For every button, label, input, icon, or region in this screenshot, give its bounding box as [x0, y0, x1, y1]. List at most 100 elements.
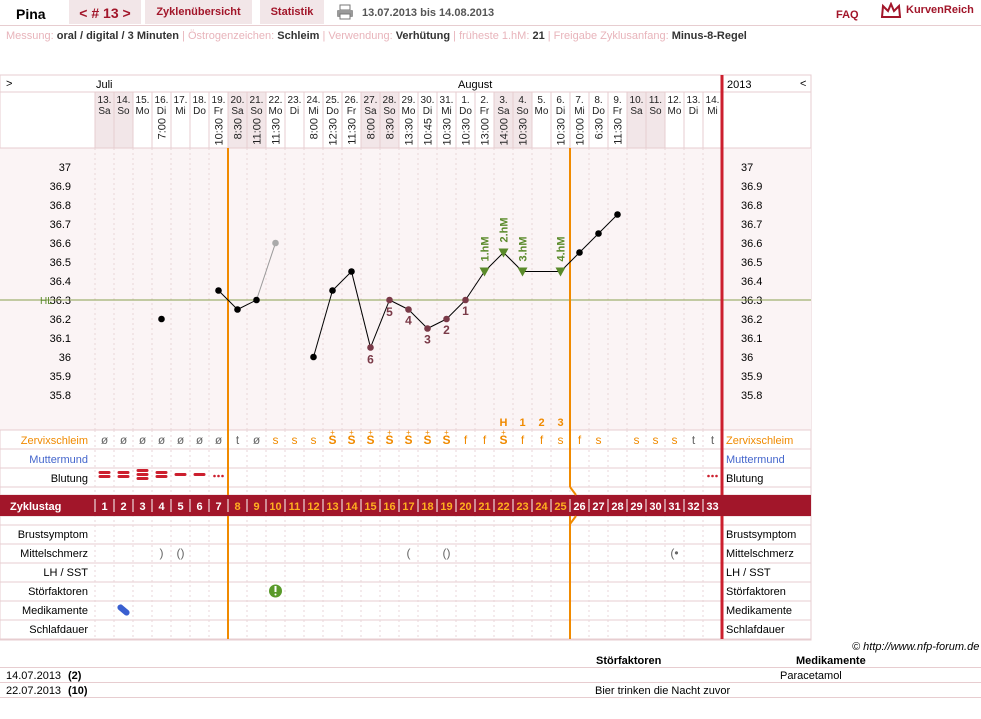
- mucus-symbol: t: [236, 433, 240, 447]
- weekday-label: Do: [193, 106, 206, 117]
- day-number: 28.: [383, 95, 397, 106]
- cycle-navigator[interactable]: < # 13 >: [69, 0, 141, 24]
- note-disturbance: Bier trinken die Nacht zuvor: [595, 685, 731, 697]
- setting-label: Verwendung:: [328, 30, 396, 42]
- weekday-label: Fr: [347, 106, 357, 117]
- measurement-time: 8:30: [385, 118, 397, 139]
- cycle-day-number: 23: [516, 501, 528, 513]
- higher-measurement-label: 1.hM: [480, 236, 492, 261]
- row-label: Mittelschmerz: [726, 548, 794, 560]
- note-date: 22.07.2013: [6, 685, 62, 697]
- weekend-shade: [114, 92, 133, 148]
- row-label: Schlafdauer: [29, 624, 88, 636]
- bleeding-bar: [136, 473, 149, 476]
- row-label: Brustsymptom: [726, 529, 796, 541]
- day-number: 15.: [136, 95, 150, 106]
- mucus-symbol: t: [692, 433, 696, 447]
- cycle-day-number: 19: [440, 501, 452, 513]
- medication-pill-icon[interactable]: [116, 603, 131, 617]
- disturbance-icon-mark: [274, 586, 277, 592]
- count-label: 4: [405, 314, 412, 328]
- temp-point: [272, 239, 279, 247]
- temp-line: [332, 271, 352, 291]
- mucus-plus-mark: +: [501, 428, 506, 437]
- y-tick-label: 35.9: [741, 371, 762, 383]
- faq-link[interactable]: FAQ: [836, 9, 859, 21]
- mucus-symbol: f: [521, 433, 525, 447]
- day-number: 6.: [556, 95, 564, 106]
- setting-label: früheste 1.hM:: [459, 30, 533, 42]
- temp-point: [614, 211, 621, 218]
- cycle-settings-bar: Messung: oral / digital / 3 Minuten | Ös…: [6, 30, 747, 42]
- y-tick-label: 37: [59, 162, 71, 174]
- mucus-symbol: ø: [196, 433, 204, 447]
- weekday-label: So: [649, 106, 662, 117]
- brand-name[interactable]: KurvenReich: [906, 4, 974, 16]
- cycle-day-number: 20: [459, 501, 471, 513]
- weekday-label: So: [117, 106, 130, 117]
- mittelschmerz-symbol: (•: [670, 546, 678, 560]
- cycle-day-number: 31: [668, 501, 680, 513]
- spotting-dot: [715, 474, 718, 478]
- mittelschmerz-symbol: (): [177, 546, 185, 560]
- bleeding-bar: [155, 471, 168, 474]
- weekday-label: Mi: [441, 106, 452, 117]
- bleeding-bar: [98, 475, 111, 478]
- weekend-shade: [95, 92, 114, 148]
- tab-statistics[interactable]: Statistik: [260, 0, 324, 24]
- higher-measurement-marker: [479, 267, 490, 277]
- day-number: 2.: [480, 95, 488, 106]
- day-number: 11.: [649, 95, 662, 106]
- temp-line: [446, 299, 466, 320]
- cover-line-label: HL: [40, 296, 53, 307]
- y-tick-label: 36.1: [741, 333, 762, 345]
- measurement-time: 8:30: [233, 118, 245, 139]
- mucus-symbol: ø: [215, 433, 223, 447]
- bleeding-bar: [98, 471, 111, 474]
- temp-line: [313, 290, 333, 358]
- day-number: 10.: [630, 95, 644, 106]
- temp-line: [465, 271, 485, 301]
- setting-value: 21: [532, 30, 548, 42]
- count-label: 5: [386, 305, 393, 319]
- tab-cycle-overview[interactable]: Zyklenübersicht: [145, 0, 252, 24]
- day-number: 23.: [288, 95, 302, 106]
- day-number: 9.: [613, 95, 621, 106]
- row-label: Schlafdauer: [726, 624, 785, 636]
- month-label: August: [458, 79, 492, 91]
- bleeding-bar: [174, 473, 187, 476]
- col-header-medikamente: Medikamente: [796, 655, 866, 667]
- mucus-symbol: f: [483, 433, 487, 447]
- measurement-time: 11:00: [252, 118, 264, 145]
- mucus-symbol: S: [328, 433, 336, 447]
- weekday-label: Mo: [668, 106, 682, 117]
- mucus-symbol: S: [442, 433, 450, 447]
- cycle-day-number: 32: [687, 501, 699, 513]
- temp-line: [237, 299, 257, 310]
- temp-point: [576, 249, 583, 256]
- cycle-day-number: 24: [535, 501, 548, 513]
- row-label: Muttermund: [726, 454, 785, 466]
- temp-point: [253, 296, 260, 304]
- cycle-day-number: 21: [478, 501, 490, 513]
- weekday-label: Sa: [364, 106, 377, 117]
- weekday-label: Sa: [98, 106, 111, 117]
- weekday-label: Mi: [308, 106, 319, 117]
- temp-point: [405, 306, 412, 313]
- printer-icon[interactable]: [336, 4, 354, 20]
- cycle-day-number: 8: [234, 501, 240, 513]
- row-label: Zervixschleim: [21, 435, 88, 447]
- day-number: 5.: [537, 95, 545, 106]
- next-cycle-button[interactable]: <: [800, 78, 806, 90]
- weekday-label: Di: [290, 106, 299, 117]
- higher-measurement-marker: [555, 267, 566, 277]
- higher-measurement-label: 4.hM: [556, 236, 568, 261]
- day-number: 8.: [594, 95, 602, 106]
- prev-cycle-button[interactable]: >: [6, 78, 12, 90]
- row-label: Muttermund: [29, 454, 88, 466]
- mucus-plus-mark: +: [425, 428, 430, 437]
- mittelschmerz-symbol: (): [443, 546, 451, 560]
- weekday-label: Di: [689, 106, 698, 117]
- higher-measurement-label: 2.hM: [499, 217, 511, 242]
- day-number: 27.: [364, 95, 378, 106]
